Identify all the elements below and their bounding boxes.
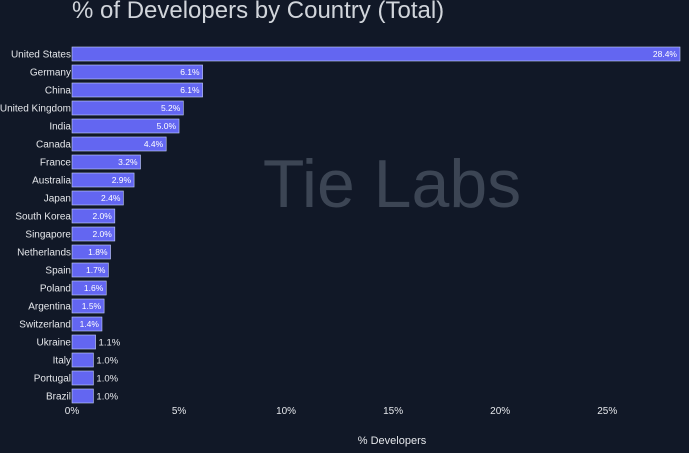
bar	[71, 46, 681, 62]
category-label: Spain	[45, 266, 71, 277]
bar	[71, 298, 105, 314]
category-label: Argentina	[28, 302, 71, 313]
bar	[71, 226, 116, 242]
category-label: France	[40, 158, 72, 169]
category-label: China	[45, 86, 72, 97]
watermark-logo: Tie Labs	[263, 146, 521, 222]
category-label: Netherlands	[17, 248, 71, 259]
bar	[71, 154, 141, 170]
bar	[71, 316, 103, 332]
value-label: 1.5%	[82, 301, 102, 311]
chart-title: % of Developers by Country (Total)	[72, 0, 445, 24]
bar	[71, 334, 96, 350]
value-label: 6.1%	[180, 85, 200, 95]
bar	[71, 190, 124, 206]
value-label: 1.7%	[86, 265, 106, 275]
category-label: Italy	[53, 356, 71, 367]
category-label: United States	[11, 50, 71, 61]
value-label: 2.0%	[92, 211, 112, 221]
value-label: 1.0%	[96, 356, 118, 367]
category-label: India	[49, 122, 71, 133]
value-label: 2.0%	[92, 229, 112, 239]
bar	[71, 118, 180, 134]
x-tick-label: 10%	[276, 406, 296, 417]
value-label: 2.4%	[101, 193, 121, 203]
x-tick-label: 15%	[383, 406, 403, 417]
x-tick-label: 5%	[172, 406, 187, 417]
value-label: 3.2%	[118, 157, 138, 167]
category-label: Singapore	[25, 230, 71, 241]
value-label: 5.0%	[157, 121, 177, 131]
category-label: Portugal	[34, 374, 71, 385]
category-label: Ukraine	[37, 338, 72, 349]
bar	[71, 82, 203, 98]
category-label: Germany	[30, 68, 71, 79]
category-label: Poland	[40, 284, 71, 295]
bar	[71, 100, 184, 116]
value-label: 1.8%	[88, 247, 108, 257]
value-label: 1.4%	[80, 319, 100, 329]
value-label: 6.1%	[180, 67, 200, 77]
bar	[71, 136, 167, 152]
value-label: 1.6%	[84, 283, 104, 293]
value-label: 5.2%	[161, 103, 181, 113]
bar	[71, 244, 111, 260]
category-label: Japan	[44, 194, 71, 205]
bar	[71, 388, 94, 404]
category-label: Australia	[32, 176, 71, 187]
value-label: 2.9%	[112, 175, 132, 185]
value-label: 28.4%	[653, 49, 678, 59]
value-label: 1.0%	[96, 374, 118, 385]
category-label: Brazil	[46, 392, 71, 403]
category-label: Switzerland	[19, 320, 71, 331]
value-label: 1.1%	[99, 338, 121, 349]
value-label: 1.0%	[96, 392, 118, 403]
x-tick-label: 0%	[65, 406, 80, 417]
x-tick-label: 25%	[597, 406, 617, 417]
value-label: 4.4%	[144, 139, 164, 149]
bar	[71, 262, 109, 278]
bar	[71, 370, 94, 386]
bar	[71, 280, 107, 296]
category-label: United Kingdom	[0, 104, 71, 115]
bar	[71, 208, 116, 224]
bar	[71, 352, 94, 368]
bar	[71, 64, 203, 80]
category-label: South Korea	[15, 212, 71, 223]
x-axis-title: % Developers	[358, 435, 427, 447]
bar	[71, 172, 135, 188]
x-tick-label: 20%	[490, 406, 510, 417]
category-label: Canada	[36, 140, 71, 151]
